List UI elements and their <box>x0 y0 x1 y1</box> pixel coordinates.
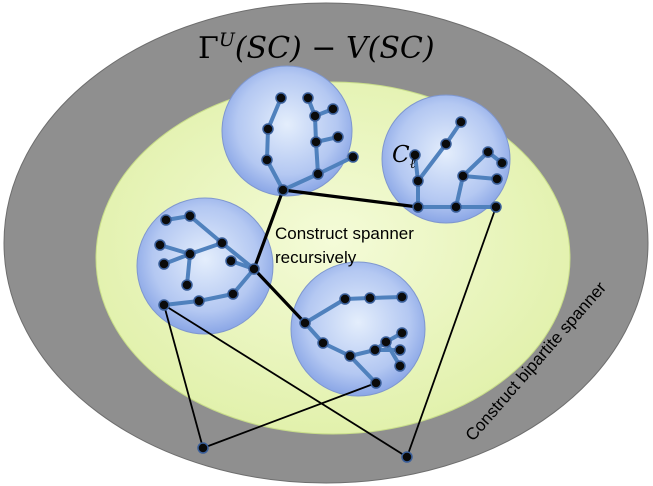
cluster-right <box>381 94 511 224</box>
recursive-connectors <box>252 188 420 325</box>
tree-nodes <box>154 92 508 463</box>
cluster-label: Cℓ <box>392 142 416 172</box>
outer-title: ΓU(SC) − V(SC) <box>198 29 435 66</box>
bipartite-connectors <box>163 206 497 458</box>
inner-label-line1: Construct spanner <box>275 224 414 243</box>
cluster-top <box>221 65 353 197</box>
inner-label-line2: recursively <box>275 248 357 267</box>
cluster-left <box>136 197 274 335</box>
